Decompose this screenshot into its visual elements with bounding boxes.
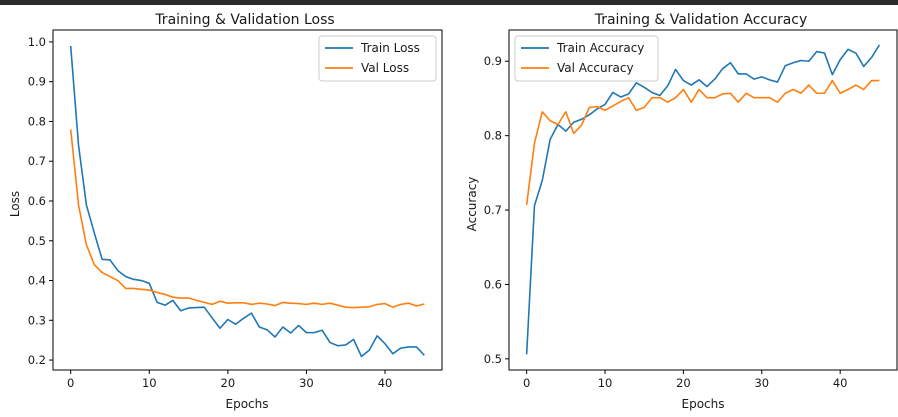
loss-chart-title: Training & Validation Loss [154,12,334,28]
loss-chart-xlabel: Epochs [226,397,269,411]
accuracy-xtick-label: 30 [754,376,769,390]
val-accuracy-line [525,79,880,205]
loss-ytick-label: 0.4 [28,274,46,288]
accuracy-chart-xlabel: Epochs [682,397,725,411]
loss-ytick-label: 0.9 [28,75,46,89]
loss-ytick-label: 0.6 [28,194,46,208]
loss-ytick-label: 0.3 [28,313,46,327]
accuracy-ytick-label: 0.9 [484,54,502,68]
accuracy-ytick-label: 0.8 [484,129,502,143]
train-accuracy-legend-label: Train Accuracy [556,41,644,55]
loss-chart-ylabel: Loss [8,191,22,217]
accuracy-xtick-label: 10 [598,376,613,390]
train-loss-legend-label: Train Loss [360,41,420,55]
loss-xtick-label: 30 [299,376,314,390]
loss-xtick-label: 40 [378,376,393,390]
loss-ytick-label: 0.5 [28,234,46,248]
window-top-bar [0,0,898,5]
loss-chart-legend: Train Loss Val Loss [318,35,437,82]
val-loss-legend-label: Val Loss [361,61,409,75]
loss-chart-ticks: 0 10 20 30 40 0.2 0.3 0.4 0.5 0.6 0.7 0.8 0.9 1.0 [28,35,393,390]
accuracy-xtick-label: 40 [833,376,848,390]
accuracy-chart-lines [525,44,881,355]
loss-ytick-label: 1.0 [28,35,46,49]
accuracy-chart-ylabel: Accuracy [465,177,479,232]
accuracy-ytick-label: 0.6 [484,277,502,291]
accuracy-chart-ticks: 0 10 20 30 40 0.5 0.6 0.7 0.8 0.9 [484,54,848,390]
loss-ytick-label: 0.7 [28,154,46,168]
val-accuracy-legend-label: Val Accuracy [557,61,634,75]
loss-chart-lines [69,45,425,358]
accuracy-chart: Training & Validation Accuracy Epochs Ac… [465,12,898,411]
accuracy-xtick-label: 0 [523,376,530,390]
loss-ytick-label: 0.8 [28,114,46,128]
train-loss-line [69,45,425,358]
accuracy-legend-box [514,35,659,82]
accuracy-chart-legend: Train Accuracy Val Accuracy [514,35,659,82]
loss-xtick-label: 10 [142,376,157,390]
accuracy-chart-frame [508,29,898,371]
loss-ytick-label: 0.2 [28,353,46,367]
loss-chart: Training & Validation Loss Epochs Loss 0… [8,12,443,411]
accuracy-chart-title: Training & Validation Accuracy [594,12,808,28]
loss-xtick-label: 0 [67,376,74,390]
val-loss-line [69,129,425,309]
loss-chart-frame [52,29,443,371]
accuracy-xtick-label: 20 [676,376,691,390]
accuracy-ytick-label: 0.7 [484,203,502,217]
loss-xtick-label: 20 [221,376,236,390]
accuracy-ytick-label: 0.5 [484,352,502,366]
